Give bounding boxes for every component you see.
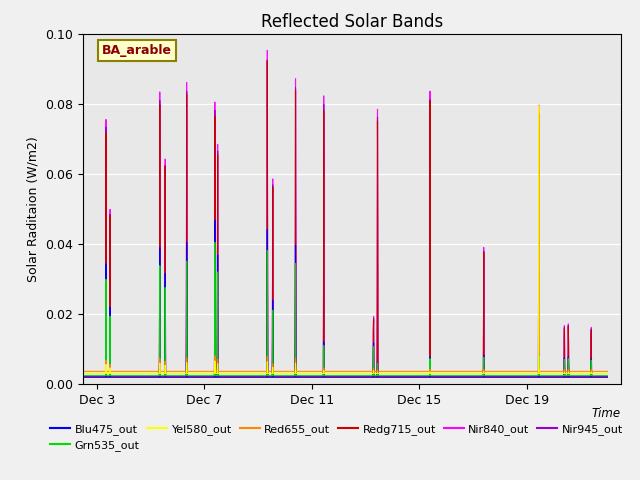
Y-axis label: Solar Raditaion (W/m2): Solar Raditaion (W/m2) [27,136,40,282]
Legend: Blu475_out, Grn535_out, Yel580_out, Red655_out, Redg715_out, Nir840_out, Nir945_: Blu475_out, Grn535_out, Yel580_out, Red6… [45,419,627,456]
Text: BA_arable: BA_arable [102,44,172,57]
Text: Time: Time [591,407,621,420]
Title: Reflected Solar Bands: Reflected Solar Bands [261,12,443,31]
